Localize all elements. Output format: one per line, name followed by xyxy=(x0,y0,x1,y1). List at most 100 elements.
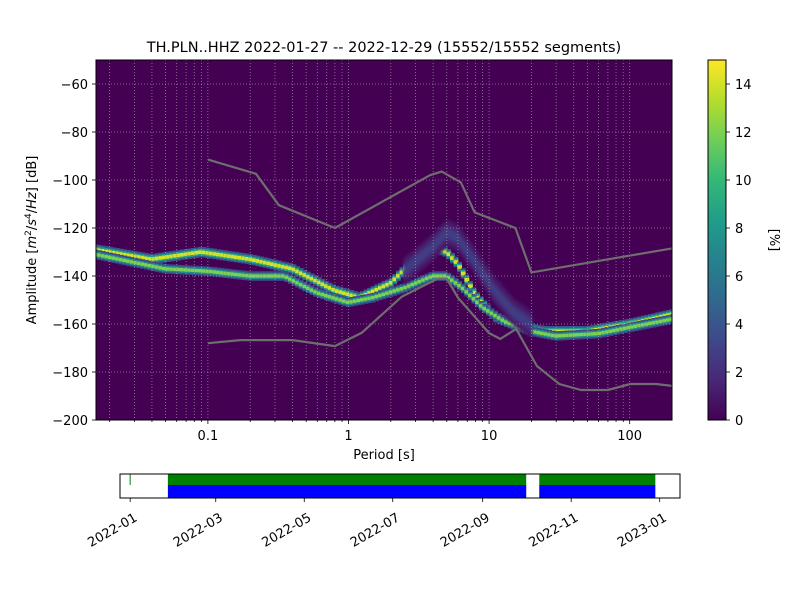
density-cell xyxy=(165,255,171,259)
density-cell xyxy=(165,267,171,271)
colorbar-ticks: 0 2 4 6 8 10 12 14 xyxy=(726,78,752,429)
density-cell xyxy=(162,255,167,260)
density-cell xyxy=(226,254,232,258)
density-cell xyxy=(327,295,333,299)
timeline-tick-label: 2022-03 xyxy=(171,511,226,551)
x-axis-label: Period [s] xyxy=(353,448,415,463)
density-cell xyxy=(302,284,308,289)
density-cell xyxy=(266,261,272,266)
y-label-part: s xyxy=(25,219,40,226)
density-cell xyxy=(219,271,225,275)
density-cell xyxy=(572,333,578,337)
colorbar-tick-label: 8 xyxy=(735,222,743,237)
density-cell xyxy=(370,296,376,300)
psd-plot: 0.1 1 10 100 −60 −80 −100 −120 −140 −160 −180 −200… xyxy=(24,59,673,463)
y-label-part: / xyxy=(25,225,40,230)
density-cell xyxy=(550,333,556,338)
density-cell xyxy=(460,286,466,291)
y-axis-label: Amplitude [m2/s4/Hz] [dB] xyxy=(24,156,40,325)
density-cell xyxy=(151,257,156,261)
density-cell xyxy=(111,256,117,260)
density-cell xyxy=(324,294,329,298)
density-cell xyxy=(536,331,542,335)
density-cell xyxy=(237,273,243,277)
plot-frame xyxy=(95,59,673,421)
processed-segment xyxy=(167,474,527,485)
density-cell xyxy=(561,333,567,338)
density-cell xyxy=(108,255,113,260)
density-cell xyxy=(172,267,178,271)
density-cell xyxy=(230,254,236,259)
density-cell xyxy=(259,260,264,264)
density-cell xyxy=(500,318,506,322)
density-cell xyxy=(385,291,390,295)
density-cell xyxy=(543,332,549,336)
density-cell xyxy=(403,285,408,290)
density-cell xyxy=(226,272,232,276)
density-cell xyxy=(363,297,369,301)
density-cell xyxy=(234,272,239,277)
density-cell xyxy=(180,268,185,272)
density-cell xyxy=(396,288,401,292)
y-tick-label: −180 xyxy=(52,366,88,381)
density-cell xyxy=(118,258,124,262)
density-cell xyxy=(298,271,304,275)
density-cell xyxy=(547,333,552,337)
x-tick-label: 10 xyxy=(481,429,498,444)
density-cell xyxy=(295,269,300,274)
density-cell xyxy=(288,266,293,271)
density-cell xyxy=(183,252,189,257)
noise-models xyxy=(207,158,672,392)
timeline-tick-label: 2023-01 xyxy=(615,511,670,551)
density-cell xyxy=(385,282,390,287)
density-cell xyxy=(154,256,160,261)
density-cell xyxy=(158,256,164,260)
density-cell xyxy=(604,330,610,334)
density-cell xyxy=(284,265,290,270)
density-cell xyxy=(586,332,592,336)
density-cell xyxy=(457,284,462,288)
colorbar-tick-label: 6 xyxy=(735,270,743,285)
density-cell xyxy=(640,323,646,327)
density-cell xyxy=(568,333,574,337)
timeline-tick-label: 2022-01 xyxy=(85,511,140,551)
density-cell xyxy=(262,274,268,278)
density-cell xyxy=(212,270,218,274)
density-cell xyxy=(273,263,279,267)
density-cell xyxy=(622,326,628,330)
density-cell xyxy=(198,269,203,273)
density-cell xyxy=(342,291,347,295)
density-cell xyxy=(367,296,372,300)
density-cell xyxy=(230,272,236,276)
density-cell xyxy=(334,297,340,301)
density-cell xyxy=(360,298,365,302)
density-cell xyxy=(291,267,297,272)
density-cell xyxy=(349,293,354,298)
density-cell xyxy=(219,253,225,257)
density-cell xyxy=(97,253,102,257)
density-cell xyxy=(378,293,383,298)
y-tick-label: −200 xyxy=(52,414,88,429)
density-cell xyxy=(496,316,502,320)
density-cell xyxy=(244,274,250,278)
density-cell xyxy=(122,252,128,257)
timeline-tick-label: 2022-11 xyxy=(526,511,581,551)
density-cell xyxy=(453,260,459,264)
y-tick-label: −60 xyxy=(61,78,88,93)
density-cell xyxy=(187,268,192,272)
plot-background xyxy=(96,60,672,420)
density-cell xyxy=(655,320,660,324)
timeline-frame xyxy=(119,473,681,499)
density-cell xyxy=(136,261,142,265)
density-cell xyxy=(201,250,207,255)
density-cell xyxy=(446,275,452,280)
y-label-part: Amplitude [ xyxy=(25,249,40,325)
density-cell xyxy=(532,330,538,334)
density-cell xyxy=(432,274,437,278)
density-cell xyxy=(630,325,635,329)
density-cell xyxy=(183,268,189,272)
density-cell xyxy=(154,265,160,269)
density-cell xyxy=(313,278,318,283)
density-cell xyxy=(298,283,304,287)
